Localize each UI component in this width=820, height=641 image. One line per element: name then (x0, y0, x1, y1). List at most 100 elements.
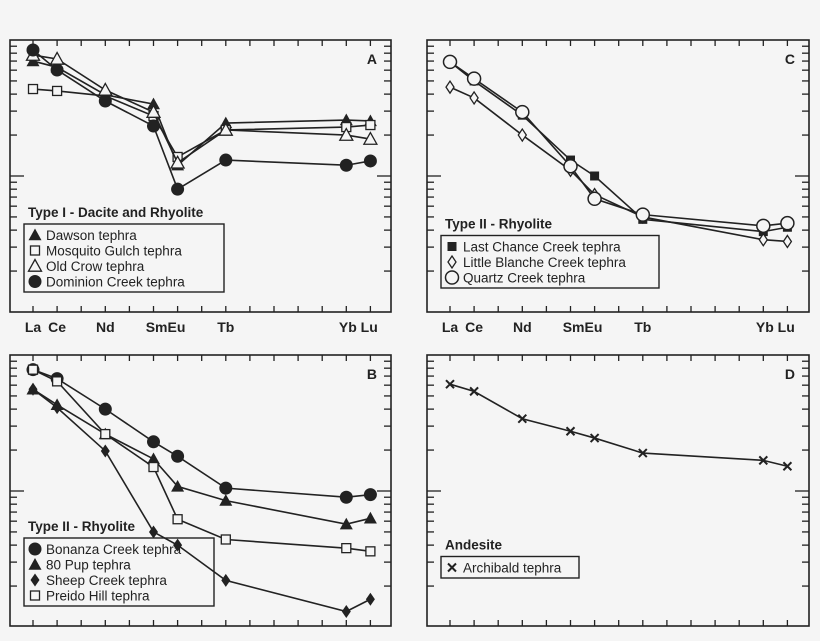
data-point-marker (171, 182, 185, 196)
data-point-marker (173, 538, 183, 552)
series-last-chance-creek-tephra (445, 57, 792, 237)
data-point-marker (780, 215, 795, 231)
data-point-marker (565, 426, 576, 436)
data-point-marker (341, 542, 352, 554)
legend-label: Dominion Creek tephra (46, 275, 185, 290)
data-point-marker (517, 414, 528, 424)
legend-label: Mosquito Gulch tephra (46, 244, 182, 259)
data-point-marker (171, 479, 185, 492)
data-point-marker (148, 461, 159, 473)
series-line (449, 61, 788, 227)
data-point-marker (445, 79, 455, 95)
data-point-marker (590, 171, 600, 181)
data-point-marker (341, 605, 351, 619)
series-line (449, 383, 788, 468)
legend-label: Sheep Creek tephra (46, 573, 167, 588)
x-tick-label: Nd (513, 319, 532, 335)
data-point-marker (172, 514, 183, 525)
data-point-marker (758, 455, 769, 466)
data-point-marker (563, 158, 578, 174)
panel-letter: C (785, 51, 795, 67)
x-tick-label: La (25, 319, 42, 335)
legend: Andesite Archibald tephra (440, 538, 580, 579)
series-line (32, 388, 371, 526)
legend-marker (28, 558, 42, 570)
x-tick-label: Yb Lu (756, 319, 795, 335)
data-point-marker (98, 94, 112, 108)
legend-label: 80 Pup tephra (46, 558, 131, 573)
legend-item: Bonanza Creek tephra (28, 542, 182, 557)
data-point-marker (338, 127, 354, 141)
data-point-marker (339, 490, 353, 504)
data-point-marker (147, 435, 160, 449)
series-mosquito-gulch-tephra (27, 83, 376, 163)
series-old-crow-tephra (25, 47, 379, 169)
series-line (32, 368, 371, 499)
series-bonanza-creek-tephra (26, 363, 377, 504)
legend-label: Old Crow tephra (46, 259, 145, 274)
legend-marker (447, 562, 457, 573)
data-point-marker (469, 386, 479, 397)
data-point-marker (589, 433, 600, 443)
legend: Type I - Dacite and Rhyolite Dawson tephr… (23, 205, 225, 293)
legend-label: Dawson tephra (46, 228, 137, 243)
data-point-marker (587, 191, 602, 207)
legend-group-title: Andesite (445, 538, 503, 553)
data-point-marker (362, 131, 379, 145)
data-point-marker (515, 104, 530, 120)
data-point-marker (98, 402, 112, 416)
series-quartz-creek-tephra (442, 54, 795, 234)
data-point-marker (339, 158, 353, 172)
data-point-marker (147, 452, 160, 465)
data-point-marker (363, 154, 377, 168)
legend-item: Last Chance Creek tephra (447, 240, 621, 255)
panel-letter: D (785, 366, 795, 382)
legend-item: Little Blanche Creek tephra (447, 254, 626, 270)
legend-label: Quartz Creek tephra (463, 271, 586, 286)
data-point-marker (27, 364, 39, 375)
legend-item: Dawson tephra (28, 228, 137, 243)
x-tick-label: Ce (465, 319, 483, 335)
panel-letter: B (367, 366, 377, 382)
data-point-marker (363, 511, 377, 524)
x-tick-label: SmEu (146, 319, 186, 335)
x-tick-label: Yb Lu (339, 319, 378, 335)
x-tick-label: Nd (96, 319, 115, 335)
data-point-marker (635, 207, 651, 222)
legend-item: Mosquito Gulch tephra (29, 244, 182, 259)
data-point-marker (782, 461, 793, 471)
series-preido-hill-tephra (27, 364, 376, 557)
legend-marker (28, 542, 42, 556)
data-point-marker (147, 97, 160, 110)
data-point-marker (27, 83, 39, 95)
legend-box (23, 537, 215, 607)
data-point-marker (100, 428, 111, 440)
legend-box (440, 234, 660, 289)
data-point-marker (219, 481, 233, 495)
x-tick-label: Ce (48, 319, 66, 335)
panel-c: La Ce Nd SmEu Tb Yb Lu C Type II - Rhyolite Last… (426, 39, 810, 335)
series-line (32, 368, 371, 553)
data-point-marker (365, 546, 376, 557)
data-point-marker (219, 494, 233, 506)
x-tick-label: Tb (634, 319, 651, 335)
data-point-marker (218, 122, 234, 136)
panel-b: B Type II - Rhyolite Bonanza Creek tephra8… (9, 354, 392, 627)
data-point-marker (97, 82, 113, 96)
data-point-marker (756, 218, 771, 234)
data-point-marker (147, 119, 160, 133)
axis-frame (426, 354, 810, 627)
data-point-marker (638, 448, 648, 458)
legend-marker (447, 242, 457, 251)
data-point-marker (219, 153, 233, 167)
legend-group-title: Type I - Dacite and Rhyolite (28, 205, 204, 220)
legend-label: Little Blanche Creek tephra (463, 255, 626, 270)
x-tick-label: SmEu (563, 319, 603, 335)
legend-item: Old Crow tephra (27, 258, 145, 274)
data-point-marker (220, 534, 231, 545)
series-dawson-tephra (26, 54, 377, 171)
legend-box (440, 555, 580, 579)
legend-item: Dominion Creek tephra (28, 275, 185, 290)
data-point-marker (758, 232, 769, 247)
